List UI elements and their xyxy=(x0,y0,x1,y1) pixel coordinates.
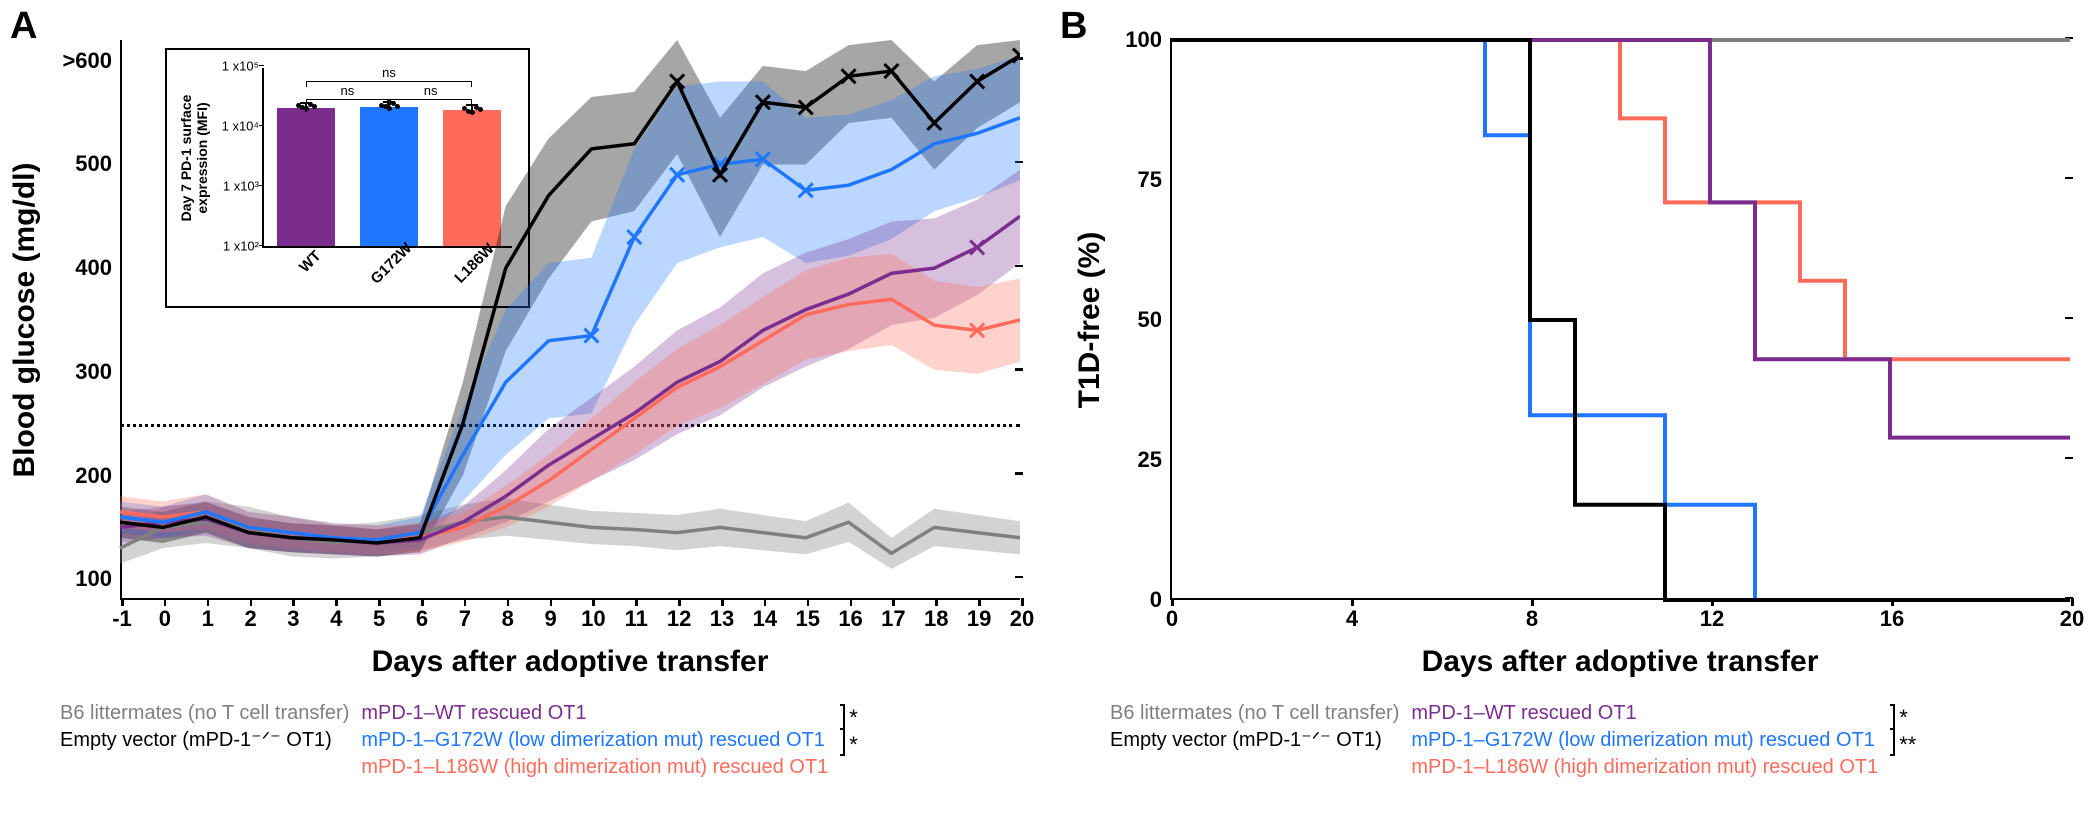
inset-plot: 1 x10²1 x10³1 x10⁴1 x10⁵WTG172WL186Wnsns… xyxy=(262,68,512,248)
legend-a: B6 littermates (no T cell transfer)Empty… xyxy=(60,700,1050,782)
panel-b-label: B xyxy=(1060,5,1087,48)
panel-a-ytitle: Blood glucose (mg/dl) xyxy=(8,163,42,478)
inset: 1 x10²1 x10³1 x10⁴1 x10⁵WTG172WL186Wnsns… xyxy=(165,48,530,308)
panel-a-label: A xyxy=(10,5,37,48)
inset-bar xyxy=(443,110,501,246)
inset-bar xyxy=(277,108,335,246)
inset-bar xyxy=(360,107,418,246)
inset-ytitle: Day 7 PD-1 surfaceexpression (MFI) xyxy=(178,95,210,222)
panel-b-ytitle: T1D-free (%) xyxy=(1073,232,1107,409)
panel-b-xtitle: Days after adoptive transfer xyxy=(1170,645,2070,679)
panel-b-plot: 0255075100048121620 xyxy=(1170,40,2070,600)
panel-a-xtitle: Days after adoptive transfer xyxy=(120,645,1020,679)
legend-b: B6 littermates (no T cell transfer)Empty… xyxy=(1110,700,2100,782)
panel-a: A 100200300400500>600-101234567891011121… xyxy=(0,0,1050,829)
panel-b: B 0255075100048121620 T1D-free (%) Days … xyxy=(1050,0,2100,829)
